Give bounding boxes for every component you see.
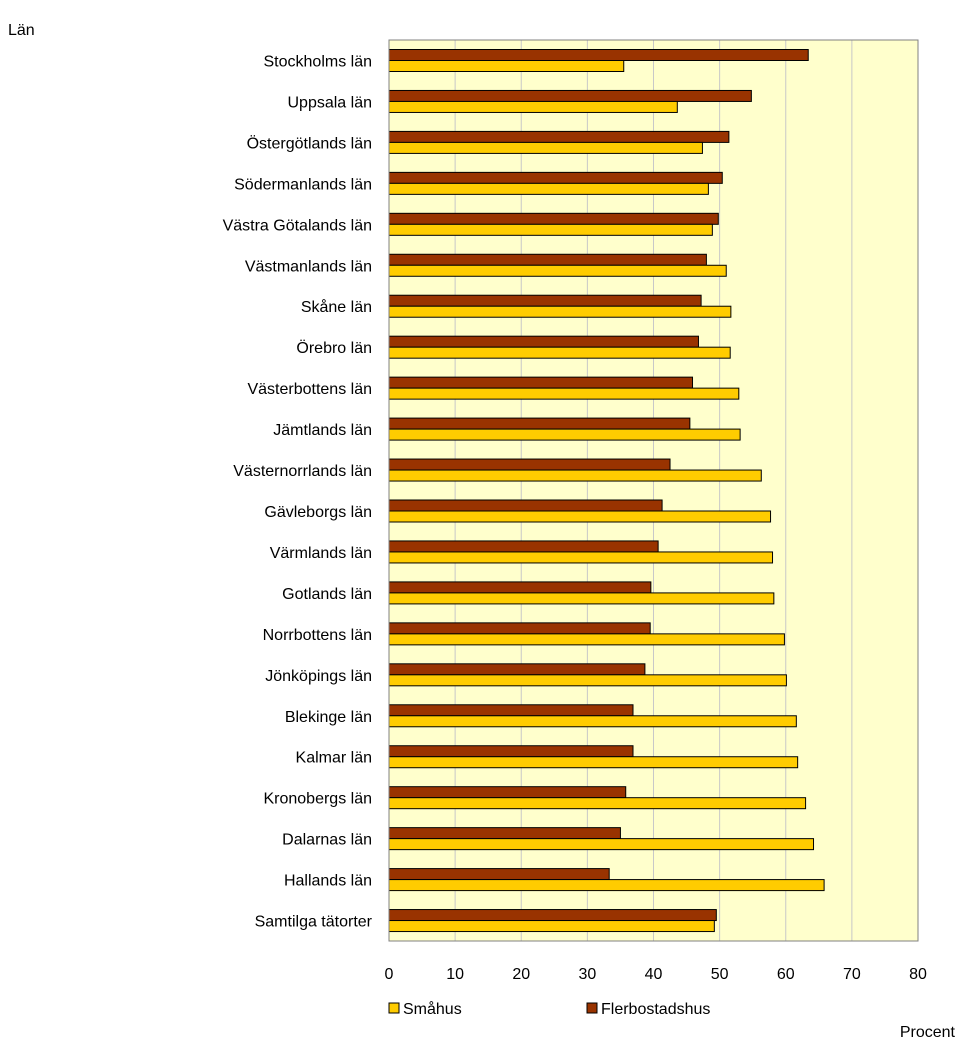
bar-smahus xyxy=(388,551,774,564)
bar-smahus xyxy=(388,346,731,359)
bar-flerbostadshus xyxy=(388,540,659,553)
legend: Småhus Flerbostadshus xyxy=(388,1000,710,1018)
x-tick-label: 40 xyxy=(645,966,663,983)
category-label: Kronobergs län xyxy=(263,791,372,808)
x-tick-label: 70 xyxy=(843,966,861,983)
category-label: Skåne län xyxy=(301,298,372,316)
category-label: Blekinge län xyxy=(285,709,372,726)
category-label: Hallands län xyxy=(284,873,372,890)
x-axis-title: Procent xyxy=(900,1024,956,1041)
bar-smahus xyxy=(388,223,713,236)
bar-smahus xyxy=(388,592,775,605)
bar-smahus xyxy=(388,715,797,728)
category-label: Västernorrlands län xyxy=(233,463,372,480)
bar-smahus xyxy=(388,100,678,113)
bar-flerbostadshus xyxy=(388,335,699,348)
plot-border xyxy=(388,39,919,942)
x-tick-label: 20 xyxy=(512,966,530,983)
bar-flerbostadshus xyxy=(388,868,610,881)
bar-flerbostadshus xyxy=(388,49,809,61)
bar-smahus xyxy=(388,141,703,154)
category-label: Västerbottens län xyxy=(247,381,372,398)
bar-flerbostadshus xyxy=(388,212,719,225)
bar-flerbostadshus xyxy=(388,171,723,184)
bar-smahus xyxy=(388,633,785,646)
legend-swatch xyxy=(586,1002,598,1014)
bar-smahus xyxy=(388,264,727,277)
category-label: Kalmar län xyxy=(296,750,372,767)
category-label: Stockholms län xyxy=(264,53,373,70)
bar-flerbostadshus xyxy=(388,663,646,676)
bar-smahus xyxy=(388,469,762,482)
bar-flerbostadshus xyxy=(388,704,634,717)
bar-flerbostadshus xyxy=(388,909,717,922)
category-label: Östergötlands län xyxy=(247,134,372,152)
category-labels: Stockholms län Uppsala län Östergötlands l… xyxy=(223,53,373,930)
category-label: Södermanlands län xyxy=(234,176,372,193)
y-axis-title: Län xyxy=(8,22,35,39)
category-label: Jämtlands län xyxy=(273,422,372,439)
bar-flerbostadshus xyxy=(388,376,694,389)
x-tick-label: 30 xyxy=(578,966,596,983)
bar-smahus xyxy=(388,879,825,892)
bar-flerbostadshus xyxy=(388,499,663,512)
x-tick-labels: 0 10 20 30 40 50 60 70 80 xyxy=(385,966,927,983)
legend-label: Flerbostadshus xyxy=(601,1001,710,1018)
x-tick-label: 10 xyxy=(446,966,464,983)
bar-flerbostadshus xyxy=(388,786,627,799)
category-label: Gotlands län xyxy=(282,586,372,603)
category-label: Västra Götalands län xyxy=(223,217,372,234)
bar-smahus xyxy=(388,305,732,318)
x-tick-label: 0 xyxy=(385,966,394,983)
bar-smahus xyxy=(388,387,740,400)
bar-smahus xyxy=(388,797,807,810)
bars xyxy=(388,49,825,933)
bar-flerbostadshus xyxy=(388,581,652,594)
category-label: Västmanlands län xyxy=(245,258,372,275)
bar-smahus xyxy=(388,510,772,523)
bar-smahus xyxy=(388,838,815,851)
bar-smahus xyxy=(388,920,715,933)
category-label: Samtilga tätorter xyxy=(255,914,373,931)
category-label: Norrbottens län xyxy=(263,627,372,644)
bar-flerbostadshus xyxy=(388,89,752,102)
x-tick-label: 80 xyxy=(909,966,927,983)
category-label: Värmlands län xyxy=(270,545,372,562)
legend-swatch xyxy=(388,1002,400,1014)
category-label: Jönköpings län xyxy=(265,668,372,685)
legend-label: Småhus xyxy=(403,1000,462,1018)
bar-flerbostadshus xyxy=(388,827,621,840)
x-tick-label: 60 xyxy=(777,966,795,983)
bar-flerbostadshus xyxy=(388,458,671,471)
bar-smahus xyxy=(388,428,741,441)
category-label: Dalarnas län xyxy=(282,832,372,849)
bar-flerbostadshus xyxy=(388,745,634,758)
bar-smahus xyxy=(388,674,787,687)
category-label: Örebro län xyxy=(296,339,372,357)
bar-smahus xyxy=(388,60,625,72)
bar-smahus xyxy=(388,182,709,195)
bar-flerbostadshus xyxy=(388,294,702,307)
x-tick-label: 50 xyxy=(711,966,729,983)
bar-flerbostadshus xyxy=(388,130,730,143)
bar-flerbostadshus xyxy=(388,417,691,430)
bar-smahus xyxy=(388,756,799,769)
category-label: Uppsala län xyxy=(288,94,373,111)
bar-flerbostadshus xyxy=(388,253,707,266)
bar-flerbostadshus xyxy=(388,622,651,635)
category-label: Gävleborgs län xyxy=(264,504,372,521)
